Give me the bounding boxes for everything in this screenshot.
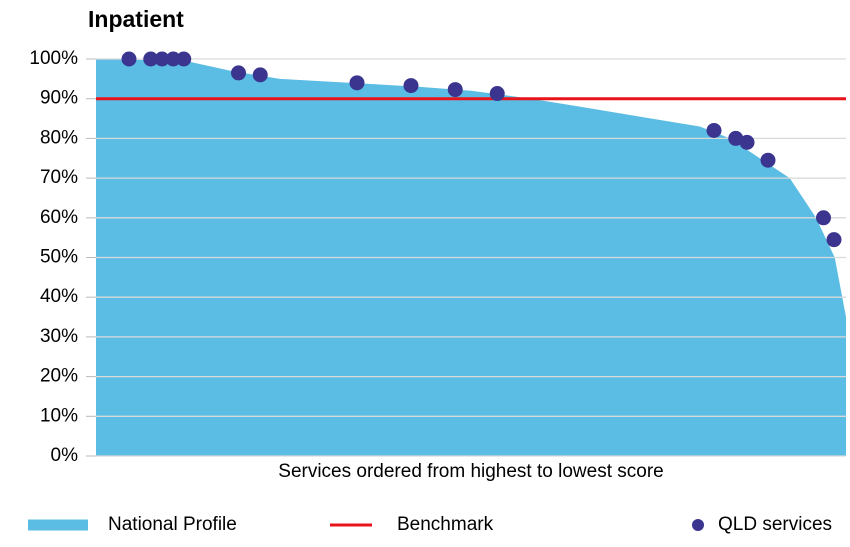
y-tick-label: 20% [40, 366, 78, 387]
qld-service-dot [121, 51, 137, 67]
qld-service-dot [176, 51, 192, 67]
y-tick-label: 60% [40, 207, 78, 228]
qld-service-dot [826, 232, 842, 248]
qld-service-dot [165, 51, 181, 67]
y-tick-label: 30% [40, 326, 78, 347]
qld-service-dot [252, 67, 268, 83]
x-axis-label: Services ordered from highest to lowest … [278, 461, 663, 482]
qld-service-dot [231, 65, 246, 81]
y-tick-label: 90% [40, 88, 78, 109]
qld-service-dot [760, 152, 776, 168]
chart-title: Inpatient [88, 6, 184, 32]
qld-service-dot [447, 82, 463, 98]
qld-service-dot [403, 78, 419, 94]
legend-label: National Profile [108, 514, 237, 535]
qld-service-dot [739, 134, 755, 150]
qld-service-dot [706, 122, 722, 138]
y-tick-label: 10% [40, 405, 78, 426]
qld-service-dot [816, 210, 831, 226]
y-tick-label: 40% [40, 286, 78, 307]
qld-service-dot [154, 51, 170, 67]
legend-swatch [692, 519, 704, 531]
legend-label: QLD services [718, 514, 832, 535]
y-tick-label: 0% [51, 445, 79, 466]
qld-service-dot [349, 75, 365, 91]
qld-service-dot [143, 51, 159, 67]
qld-service-dot [489, 86, 505, 102]
y-tick-label: 70% [40, 167, 78, 188]
y-tick-label: 80% [40, 127, 78, 148]
y-tick-label: 100% [29, 48, 78, 69]
y-tick-label: 50% [40, 247, 78, 268]
qld-service-dot [728, 130, 744, 146]
legend-label: Benchmark [397, 514, 494, 535]
